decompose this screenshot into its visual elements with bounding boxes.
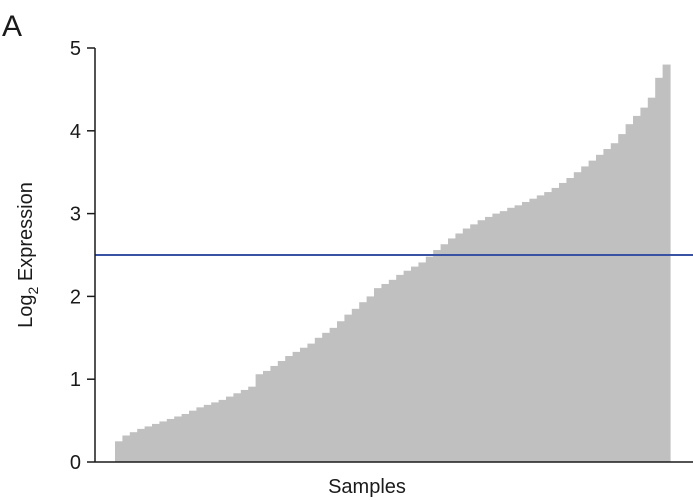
y-tick-label: 3 bbox=[70, 204, 81, 226]
y-axis-title-rest: Expression bbox=[15, 182, 37, 287]
bar bbox=[359, 302, 368, 462]
bar bbox=[203, 404, 212, 462]
bar bbox=[314, 337, 323, 462]
bar bbox=[129, 432, 138, 462]
bar bbox=[307, 343, 316, 462]
bar bbox=[166, 418, 175, 462]
bar bbox=[655, 77, 664, 462]
bar bbox=[448, 238, 456, 462]
bar bbox=[115, 441, 123, 462]
y-tick-label: 4 bbox=[70, 121, 81, 143]
bar bbox=[492, 213, 501, 462]
bar bbox=[418, 262, 427, 462]
bar bbox=[137, 428, 146, 462]
bar bbox=[351, 308, 360, 462]
bar bbox=[603, 149, 612, 462]
bar bbox=[174, 416, 183, 462]
bar bbox=[300, 347, 308, 462]
bar bbox=[433, 250, 442, 462]
x-axis-title: Samples bbox=[328, 476, 406, 498]
y-tick-label: 2 bbox=[70, 286, 81, 308]
bar bbox=[403, 270, 412, 462]
bar bbox=[514, 205, 523, 462]
bar bbox=[647, 97, 656, 463]
bar bbox=[144, 426, 153, 462]
y-axis-title-main: Log bbox=[15, 294, 37, 327]
bar bbox=[462, 228, 471, 462]
bars-group bbox=[115, 64, 671, 463]
bar bbox=[485, 216, 493, 462]
bar bbox=[610, 143, 619, 462]
bar bbox=[329, 327, 338, 462]
bar bbox=[633, 115, 641, 463]
bar bbox=[477, 220, 486, 462]
bar bbox=[344, 314, 353, 462]
bar bbox=[536, 195, 545, 462]
bar bbox=[122, 435, 131, 462]
bar bbox=[240, 389, 249, 462]
y-tick-label: 1 bbox=[70, 369, 81, 391]
bar bbox=[196, 407, 205, 462]
bar bbox=[588, 160, 597, 463]
bar bbox=[388, 279, 397, 462]
bar bbox=[374, 288, 382, 462]
bar bbox=[662, 64, 671, 462]
bar bbox=[159, 421, 168, 462]
bar bbox=[455, 233, 464, 462]
bar bbox=[551, 187, 560, 462]
bar bbox=[226, 396, 234, 462]
bar bbox=[625, 124, 634, 463]
bar bbox=[581, 166, 590, 462]
bar bbox=[522, 202, 530, 462]
bar bbox=[366, 296, 375, 462]
bar bbox=[292, 351, 301, 462]
bar bbox=[425, 256, 434, 462]
y-tick-label: 0 bbox=[70, 452, 81, 474]
bar bbox=[640, 107, 649, 463]
bar bbox=[285, 356, 294, 462]
bar bbox=[181, 413, 190, 462]
bar bbox=[618, 134, 627, 463]
bar bbox=[596, 154, 604, 462]
bar bbox=[218, 399, 227, 462]
bar bbox=[544, 192, 553, 462]
bar bbox=[233, 393, 242, 462]
bar bbox=[559, 182, 567, 462]
bar bbox=[248, 386, 257, 462]
bar bbox=[411, 266, 419, 462]
bar bbox=[440, 244, 449, 462]
bar bbox=[499, 211, 508, 462]
bar bbox=[396, 274, 405, 462]
bar bbox=[270, 365, 279, 462]
bar bbox=[152, 423, 160, 462]
bar bbox=[263, 370, 271, 462]
bar bbox=[322, 332, 331, 462]
bar bbox=[470, 224, 479, 462]
y-tick-label: 5 bbox=[70, 38, 81, 60]
bar bbox=[189, 410, 197, 462]
y-axis-ticks: 0 1 2 3 4 5 bbox=[70, 38, 95, 474]
bar bbox=[573, 172, 582, 462]
bar bbox=[211, 402, 220, 462]
y-axis-title-subscript: 2 bbox=[25, 286, 41, 294]
bar bbox=[337, 321, 345, 462]
bar bbox=[529, 198, 538, 462]
bar bbox=[381, 283, 390, 462]
bar bbox=[566, 178, 575, 462]
bar bbox=[507, 207, 516, 462]
bar bbox=[277, 360, 286, 462]
y-axis-title: Log2 Expression bbox=[15, 182, 41, 328]
bar bbox=[255, 374, 264, 462]
panel-label: A bbox=[2, 10, 22, 43]
